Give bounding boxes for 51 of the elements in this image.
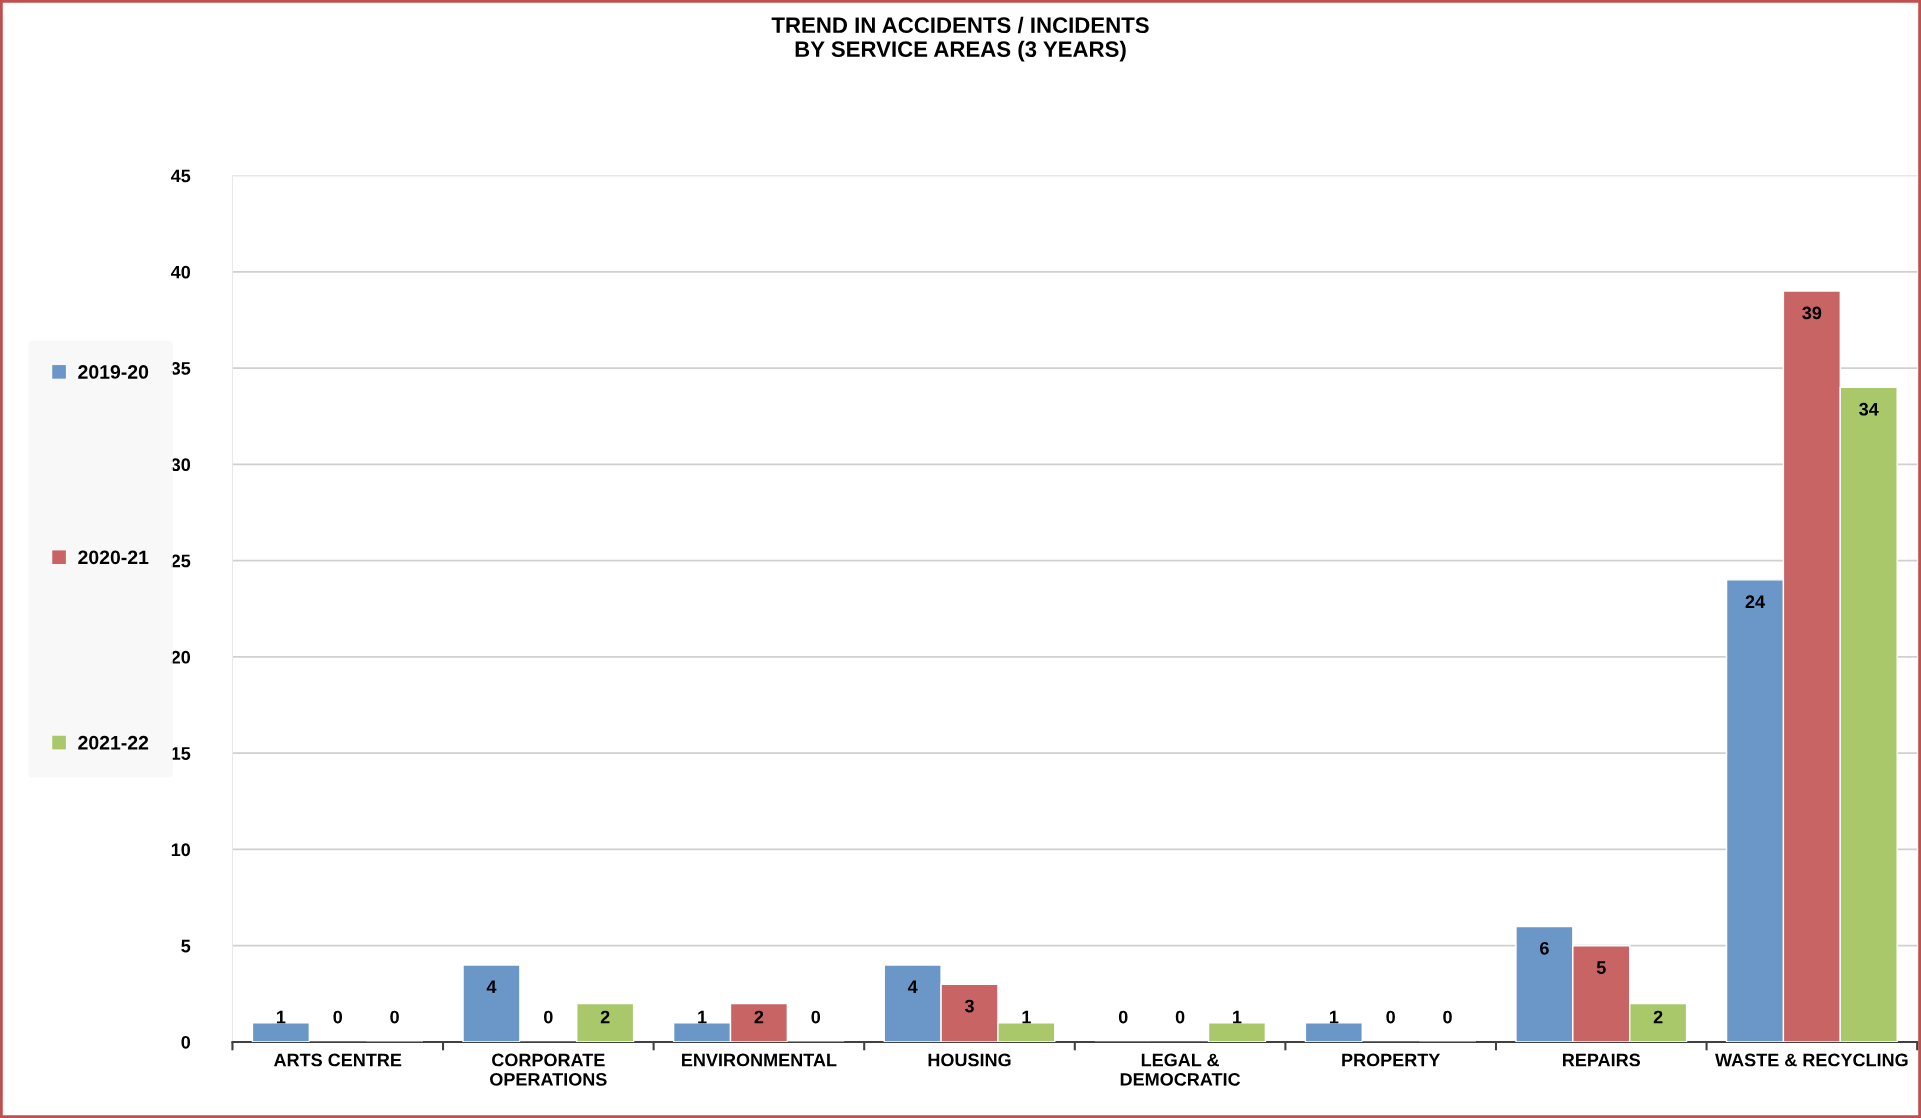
- data-label: 0: [1175, 1010, 1185, 1024]
- data-label: 0: [811, 1010, 821, 1024]
- data-label: 2: [600, 1010, 610, 1024]
- y-tick-label: 30: [171, 458, 191, 472]
- data-label: 2: [1653, 1010, 1663, 1024]
- legend-label: 2019-20: [78, 365, 149, 379]
- y-tick-label: 40: [170, 265, 191, 279]
- bar: [462, 964, 521, 1042]
- data-label: 39: [1802, 306, 1822, 320]
- x-tick-label: LEGAL & DEMOCRATIC: [1120, 1053, 1241, 1086]
- data-label: 0: [1118, 1010, 1128, 1024]
- data-label: 0: [544, 1010, 553, 1024]
- x-tick-label: WASTE & RECYCLING: [1715, 1053, 1908, 1067]
- data-label: 0: [333, 1010, 343, 1024]
- x-tick-label: PROPERTY: [1342, 1053, 1441, 1067]
- y-tick-label: 25: [171, 554, 191, 568]
- bar: [1304, 1022, 1363, 1042]
- legend-label: 2021-22: [78, 735, 149, 750]
- data-label: 2: [754, 1010, 764, 1024]
- data-label: 0: [1386, 1010, 1395, 1024]
- data-label: 4: [907, 980, 918, 994]
- data-label: 1: [698, 1010, 707, 1024]
- data-label: 24: [1745, 595, 1765, 608]
- data-label: 1: [1022, 1010, 1031, 1024]
- data-label: 5: [1596, 961, 1606, 974]
- x-tick-label: ARTS CENTRE: [273, 1053, 402, 1067]
- bar: [1207, 1022, 1267, 1042]
- y-tick-label: 35: [171, 362, 191, 375]
- data-label: 0: [390, 1010, 399, 1024]
- y-tick-label: 5: [181, 939, 191, 953]
- data-label: 1: [276, 1010, 286, 1024]
- x-tick-label: HOUSING: [928, 1053, 1011, 1067]
- x-tick-label: CORPORATE OPERATIONS: [490, 1053, 607, 1086]
- data-label: 1: [1233, 1010, 1242, 1024]
- data-label: 6: [1540, 941, 1549, 955]
- data-label: 34: [1859, 402, 1879, 416]
- x-tick-label: ENVIRONMENTAL: [682, 1053, 837, 1067]
- legend-label: 2020-21: [78, 550, 149, 565]
- bar: [576, 1002, 635, 1042]
- x-tick-label: REPAIRS: [1563, 1053, 1641, 1067]
- data-label: 1: [1329, 1010, 1339, 1024]
- y-tick-label: 15: [171, 747, 191, 760]
- y-tick-label: 20: [171, 650, 191, 664]
- bar: [251, 1022, 311, 1042]
- data-label: 0: [1443, 1010, 1452, 1024]
- data-label: 3: [964, 999, 974, 1013]
- data-label: 4: [486, 980, 497, 994]
- y-tick-label: 10: [171, 843, 191, 857]
- y-tick-label: 0: [181, 1035, 191, 1049]
- y-tick-label: 45: [170, 169, 191, 183]
- chart-title: TREND IN ACCIDENTS / INCIDENTS BY SERVICE AREAS (3 YEARS): [771, 16, 1149, 62]
